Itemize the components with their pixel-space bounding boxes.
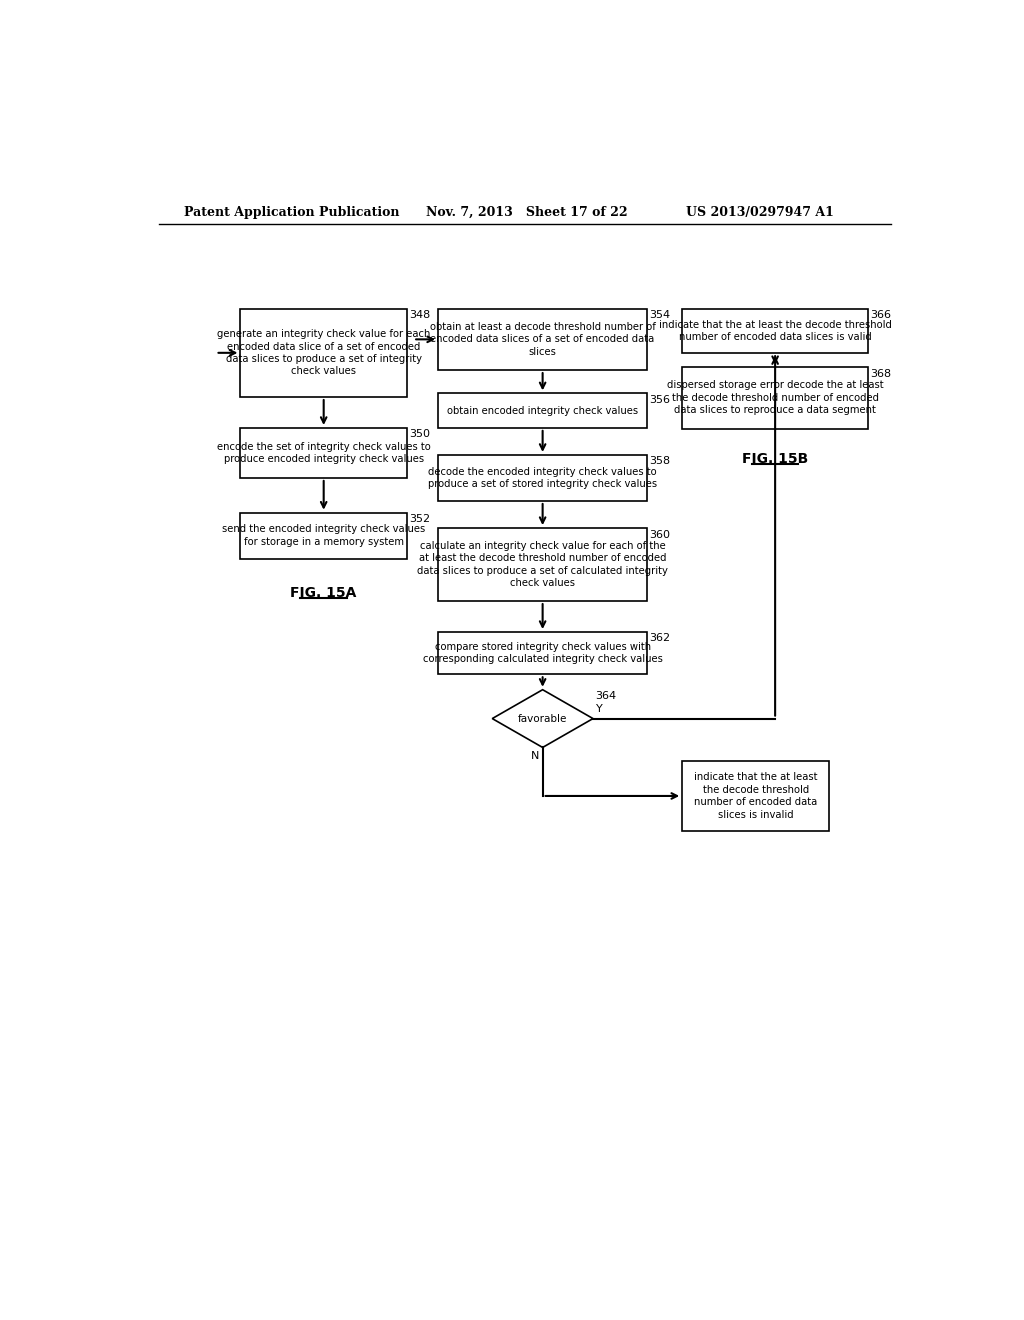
Bar [682,309,868,354]
Bar [438,393,647,428]
Text: 350: 350 [410,429,430,440]
Bar [438,309,647,370]
Text: dispersed storage error decode the at least
the decode threshold number of encod: dispersed storage error decode the at le… [667,380,884,416]
Text: indicate that the at least
the decode threshold
number of encoded data
slices is: indicate that the at least the decode th… [694,772,817,820]
Text: send the encoded integrity check values
for storage in a memory system: send the encoded integrity check values … [222,524,425,546]
Text: 358: 358 [649,457,671,466]
Bar [438,528,647,601]
Bar [438,632,647,675]
Bar [682,762,829,830]
Text: 348: 348 [410,310,430,319]
Bar [241,512,407,558]
Text: N: N [530,751,539,760]
Bar [682,367,868,429]
Text: encode the set of integrity check values to
produce encoded integrity check valu: encode the set of integrity check values… [217,442,430,465]
Text: 364: 364 [595,692,616,701]
Text: 356: 356 [649,395,671,405]
Text: 366: 366 [870,310,892,319]
Text: 360: 360 [649,529,671,540]
Text: US 2013/0297947 A1: US 2013/0297947 A1 [686,206,834,219]
Bar [438,455,647,502]
Text: calculate an integrity check value for each of the
at least the decode threshold: calculate an integrity check value for e… [417,541,668,589]
Text: decode the encoded integrity check values to
produce a set of stored integrity c: decode the encoded integrity check value… [428,467,657,490]
Text: 362: 362 [649,634,671,643]
Text: favorable: favorable [518,714,567,723]
Text: Y: Y [596,704,603,714]
Text: indicate that the at least the decode threshold
number of encoded data slices is: indicate that the at least the decode th… [658,319,892,342]
Text: FIG. 15A: FIG. 15A [291,586,357,599]
Text: Patent Application Publication: Patent Application Publication [183,206,399,219]
Text: 354: 354 [649,310,671,319]
Text: obtain encoded integrity check values: obtain encoded integrity check values [447,405,638,416]
Text: Nov. 7, 2013   Sheet 17 of 22: Nov. 7, 2013 Sheet 17 of 22 [426,206,628,219]
Text: generate an integrity check value for each
encoded data slice of a set of encode: generate an integrity check value for ea… [217,329,430,376]
Text: 368: 368 [870,368,892,379]
Text: obtain at least a decode threshold number of
encoded data slices of a set of enc: obtain at least a decode threshold numbe… [430,322,655,356]
Bar [241,309,407,397]
Text: 352: 352 [410,515,430,524]
Text: FIG. 15B: FIG. 15B [742,451,808,466]
Bar [241,428,407,478]
Text: compare stored integrity check values with
corresponding calculated integrity ch: compare stored integrity check values wi… [423,642,663,664]
